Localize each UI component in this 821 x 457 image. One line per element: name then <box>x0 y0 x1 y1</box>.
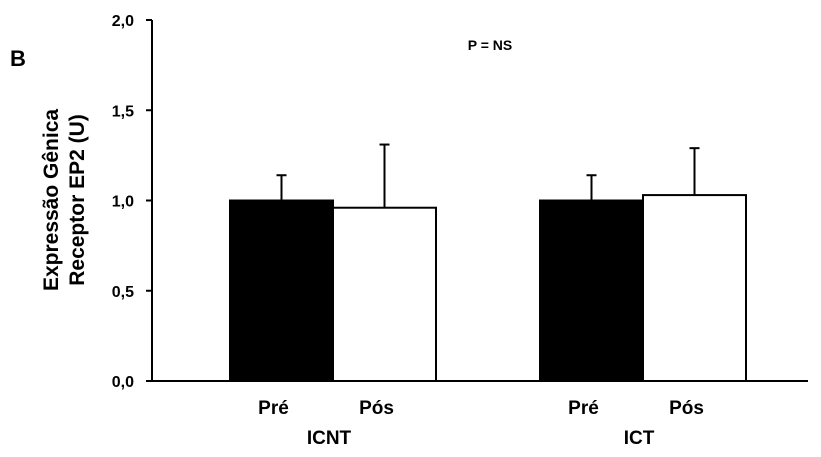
y-tick-label: 1,0 <box>112 194 134 211</box>
y-tick-label: 2,0 <box>112 13 134 30</box>
category-label: Pré <box>258 398 289 419</box>
y-tick-label: 0,5 <box>112 284 134 301</box>
group-label: ICNT <box>307 428 352 449</box>
category-label: Pós <box>359 398 394 419</box>
y-axis-label-line-2: Receptor EP2 (U) <box>66 114 89 286</box>
category-label: Pós <box>669 398 704 419</box>
bar <box>642 194 747 382</box>
y-axis-label-line-1: Expressão Gênica <box>40 109 63 291</box>
bars <box>229 143 747 382</box>
y-tick-label: 0,0 <box>112 374 134 391</box>
panel-label: B <box>10 46 26 71</box>
bar <box>332 206 437 382</box>
significance-annotation: P = NS <box>468 37 513 53</box>
bar <box>229 199 334 382</box>
y-tick-label: 1,5 <box>112 103 134 120</box>
category-label: Pré <box>568 398 599 419</box>
bar <box>539 199 644 382</box>
group-label: ICT <box>624 428 655 449</box>
category-labels: Pré Pós Pré Pós ICNT ICT <box>258 398 704 449</box>
